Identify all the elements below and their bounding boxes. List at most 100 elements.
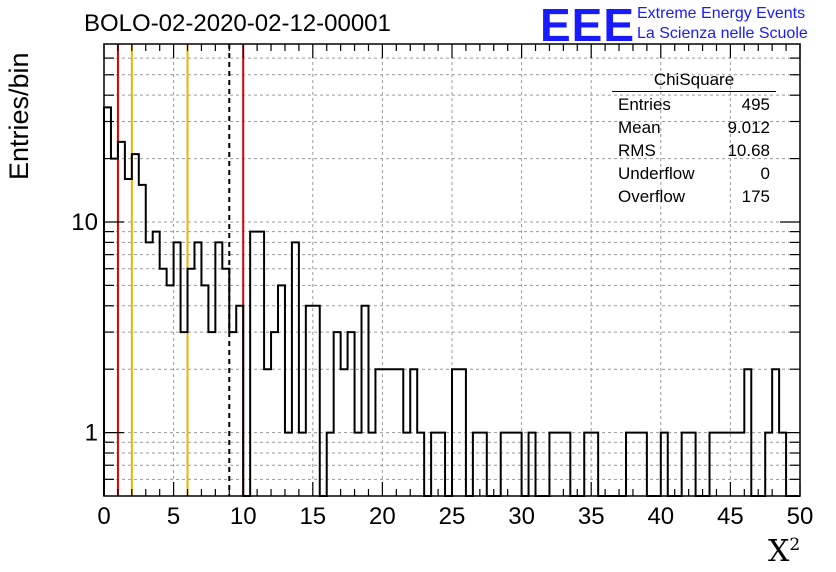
- logo-text: Extreme Energy Events La Scienza nelle S…: [637, 4, 808, 44]
- histogram-bin: [327, 433, 334, 496]
- histogram-bin: [292, 242, 299, 496]
- logo-line-2: La Scienza nelle Scuole: [637, 25, 808, 42]
- histogram-bin: [556, 433, 563, 496]
- histogram-bin: [389, 369, 396, 496]
- histogram-bin: [480, 433, 487, 496]
- histogram-bin: [772, 369, 779, 496]
- x-tick-label: 5: [167, 503, 180, 530]
- histogram-bin: [779, 433, 786, 496]
- x-tick-label: 50: [787, 503, 814, 530]
- histogram-bin: [362, 306, 369, 496]
- histogram-bin: [459, 369, 466, 496]
- histogram-bin: [730, 433, 737, 496]
- histogram-bin: [250, 232, 257, 496]
- eee-logo: EEE: [540, 2, 635, 48]
- histogram-bin: [194, 242, 201, 496]
- stats-value: 175: [741, 187, 770, 206]
- histogram-bin: [306, 306, 313, 496]
- histogram-bin: [348, 332, 355, 496]
- histogram-bin: [153, 232, 160, 496]
- stats-label: Overflow: [618, 187, 686, 206]
- histogram-bin: [723, 433, 730, 496]
- histogram-bin: [710, 433, 717, 496]
- x-tick-label: 10: [230, 503, 257, 530]
- stats-value: 0: [760, 164, 770, 183]
- x-tick-label: 30: [508, 503, 535, 530]
- logo-line-1: Extreme Energy Events: [637, 5, 806, 22]
- histogram-bin: [229, 332, 236, 496]
- stats-title: ChiSquare: [612, 70, 776, 92]
- chart-title: BOLO-02-2020-02-12-00001: [84, 10, 391, 37]
- histogram-bin: [744, 369, 751, 496]
- histogram-bin: [285, 433, 292, 496]
- histogram-bin: [139, 185, 146, 496]
- histogram-bin: [584, 433, 591, 496]
- x-tick-label: 15: [299, 503, 326, 530]
- histogram-bin: [236, 306, 243, 496]
- histogram-series: [103, 106, 800, 497]
- histogram-bin: [278, 285, 285, 496]
- histogram-bin: [368, 433, 375, 496]
- histogram-bin: [167, 285, 174, 496]
- histogram-bin: [146, 242, 153, 496]
- histogram-bin: [501, 433, 508, 496]
- histogram-bin: [431, 433, 438, 496]
- histogram-bin: [355, 433, 362, 496]
- histogram-bin: [403, 433, 410, 496]
- histogram-bin: [334, 332, 341, 496]
- histogram-bin: [132, 154, 139, 496]
- histogram-bin: [215, 242, 222, 496]
- stats-row-entries: Entries 495: [612, 93, 776, 116]
- histogram-bin: [222, 269, 229, 496]
- histogram-bin: [188, 269, 195, 496]
- histogram-bin: [375, 369, 382, 496]
- stats-row-rms: RMS 10.68: [612, 139, 776, 162]
- histogram-bin: [174, 242, 181, 496]
- histogram-bin: [452, 369, 459, 496]
- stats-label: Entries: [618, 95, 671, 114]
- histogram-bin: [313, 306, 320, 496]
- histogram-bin: [438, 433, 445, 496]
- histogram-bin: [563, 433, 570, 496]
- stats-value: 10.68: [727, 141, 770, 160]
- histogram-bin: [661, 433, 668, 496]
- histogram-bin: [591, 433, 598, 496]
- stats-value: 9.012: [727, 118, 770, 137]
- x-tick-label: 20: [369, 503, 396, 530]
- histogram-bin: [104, 107, 111, 496]
- y-axis-label: Entries/bin: [4, 52, 34, 180]
- stats-label: Underflow: [618, 164, 695, 183]
- histogram-bin: [633, 433, 640, 496]
- x-tick-label: 25: [439, 503, 466, 530]
- histogram-bin: [181, 332, 188, 496]
- x-tick-label: 0: [97, 503, 110, 530]
- histogram-bin: [473, 433, 480, 496]
- stats-label: Mean: [618, 118, 661, 137]
- histogram-bin: [264, 369, 271, 496]
- histogram-bin: [640, 433, 647, 496]
- histogram-bin: [716, 433, 723, 496]
- x-axis-label: X2: [768, 534, 800, 569]
- histogram-bin: [341, 369, 348, 496]
- histogram-bin: [396, 369, 403, 496]
- histogram-bin: [515, 433, 522, 496]
- histogram-bin: [271, 332, 278, 496]
- stats-row-overflow: Overflow 175: [612, 185, 776, 208]
- histogram-bin: [111, 159, 118, 496]
- histogram-bin: [410, 369, 417, 496]
- logo-mark: EEE: [540, 0, 636, 51]
- x-axis-label-base: X: [768, 534, 790, 569]
- y-tick-label: 1: [85, 420, 98, 447]
- x-tick-label: 35: [578, 503, 605, 530]
- stats-box: ChiSquare Entries 495 Mean 9.012 RMS 10.68 …: [612, 70, 776, 208]
- stats-label: RMS: [618, 141, 656, 160]
- histogram-bin: [160, 269, 167, 496]
- histogram-bin: [682, 433, 689, 496]
- histogram-bin: [765, 433, 772, 496]
- histogram-bin: [201, 285, 208, 496]
- histogram-bin: [529, 433, 536, 496]
- x-axis-label-superscript: 2: [789, 535, 801, 555]
- x-tick-label: 45: [717, 503, 744, 530]
